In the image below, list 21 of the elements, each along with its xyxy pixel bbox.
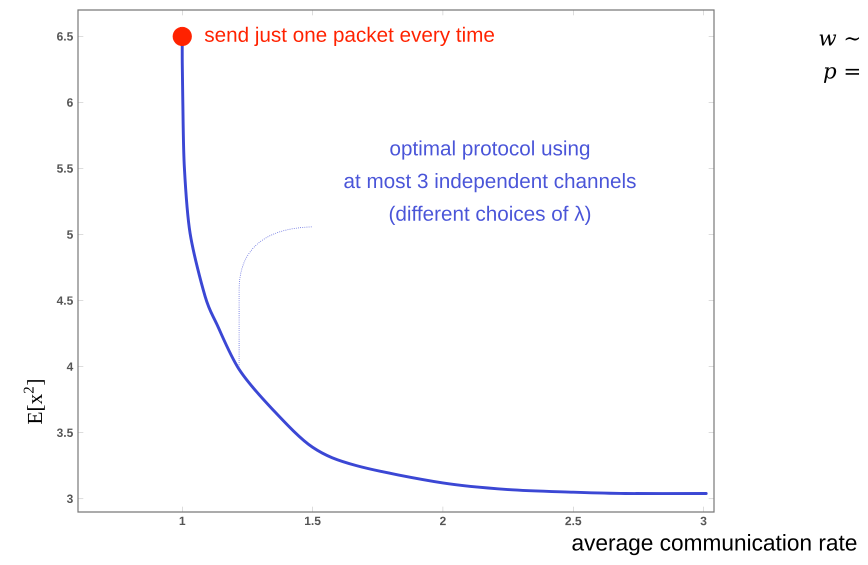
text: w ∼: [820, 34, 860, 46]
annotation: (different choices of λ): [390, 206, 590, 225]
x-tick-label: 2.5: [565, 516, 582, 526]
annotation: optimal protocol using: [390, 140, 590, 160]
y-tick-label: 6.5: [57, 32, 73, 41]
y-tick-label: 4.5: [56, 296, 73, 305]
text: p =: [824, 67, 860, 83]
y-tick-label: 3: [66, 494, 73, 504]
y-tick-label: 3.5: [56, 428, 73, 437]
x-tick-label: 1.5: [305, 516, 321, 526]
x-tick-label: 1: [180, 516, 186, 525]
annotation: at most 3 independent channels: [344, 173, 636, 192]
y-tick-label: 5: [66, 230, 73, 239]
y-tick-label: 4: [66, 362, 74, 371]
x-tick-label: 3: [700, 516, 706, 526]
annotation: send just one packet every time: [204, 26, 494, 46]
y-axis-title: E[x$^{2}$]: [24, 380, 45, 424]
x-tick-label: 2: [440, 516, 446, 526]
y-tick-label: 5.5: [56, 164, 73, 173]
x-axis-title: average communication rate: [572, 534, 856, 556]
y-tick-label: 6: [67, 98, 73, 107]
